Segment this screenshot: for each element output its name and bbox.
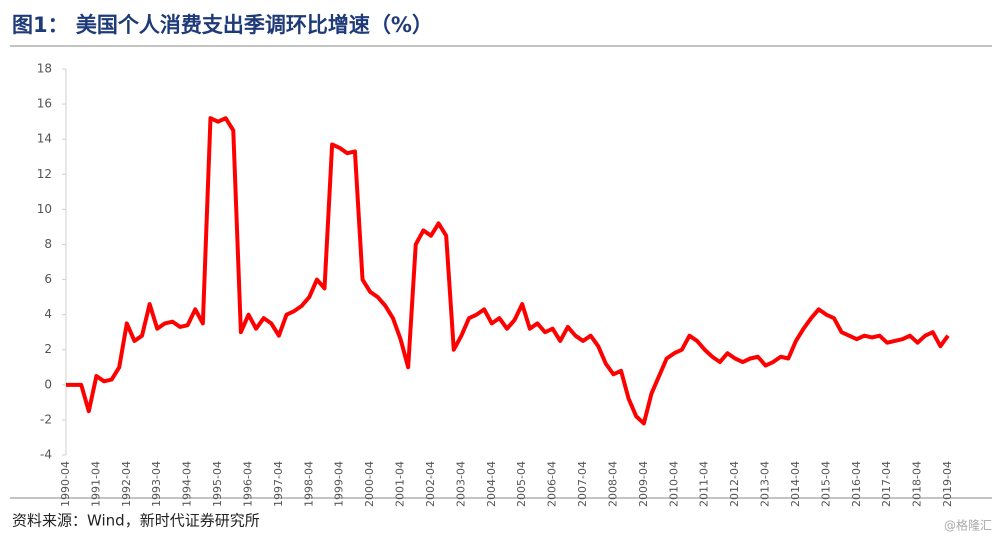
x-tick-label: 2017-04 (880, 461, 893, 507)
x-tick-label: 2001-04 (394, 461, 407, 507)
y-tick-label: 8 (44, 237, 52, 251)
x-tick-label: 2004-04 (485, 461, 498, 507)
x-tick-label: 2002-04 (424, 461, 437, 507)
y-tick-label: 4 (44, 307, 52, 321)
x-tick-label: 2000-04 (363, 461, 376, 507)
x-tick-label: 1993-04 (150, 461, 163, 507)
y-tick-label: -4 (40, 448, 52, 462)
x-tick-label: 2009-04 (637, 461, 650, 507)
y-tick-label: 14 (37, 132, 52, 146)
x-tick-label: 1996-04 (241, 461, 254, 507)
x-tick-label: 1994-04 (181, 461, 194, 507)
y-tick-label: 18 (37, 62, 52, 76)
x-tick-label: 1998-04 (302, 461, 315, 507)
x-tick-label: 2008-04 (606, 461, 619, 507)
x-tick-label: 1990-04 (59, 461, 72, 507)
x-tick-label: 2005-04 (515, 461, 528, 507)
x-tick-label: 2011-04 (698, 461, 711, 507)
x-tick-label: 1992-04 (120, 461, 133, 507)
data-line (66, 116, 950, 426)
y-tick-label: 6 (44, 272, 52, 286)
x-tick-label: 2014-04 (789, 461, 802, 507)
x-tick-label: 1997-04 (272, 461, 285, 507)
x-tick-label: 2003-04 (454, 461, 467, 507)
y-tick-label: 10 (37, 202, 52, 216)
x-tick-label: 2016-04 (850, 461, 863, 507)
x-tick-label: 2019-04 (941, 461, 954, 507)
x-tick-label: 2010-04 (667, 461, 680, 507)
x-tick-label: 2006-04 (546, 461, 559, 507)
x-tick-label: 2007-04 (576, 461, 589, 507)
x-tick-label: 1999-04 (333, 461, 346, 507)
x-tick-label: 2018-04 (911, 461, 924, 507)
y-tick-label: 12 (37, 167, 52, 181)
y-tick-label: 2 (44, 342, 52, 356)
x-tick-label: 2015-04 (819, 461, 832, 507)
y-tick-label: 16 (37, 97, 52, 111)
x-tick-label: 1991-04 (89, 461, 102, 507)
y-tick-label: -2 (40, 412, 52, 426)
chart-title: 图1： 美国个人消费支出季调环比增速（%） (12, 13, 433, 37)
y-tick-label: 0 (44, 377, 52, 391)
x-tick-label: 2012-04 (728, 461, 741, 507)
x-tick-label: 1995-04 (211, 461, 224, 507)
watermark: @格隆汇 (944, 518, 992, 533)
x-tick-label: 2013-04 (759, 461, 772, 507)
source-note: 资料来源：Wind，新时代证券研究所 (12, 512, 260, 530)
